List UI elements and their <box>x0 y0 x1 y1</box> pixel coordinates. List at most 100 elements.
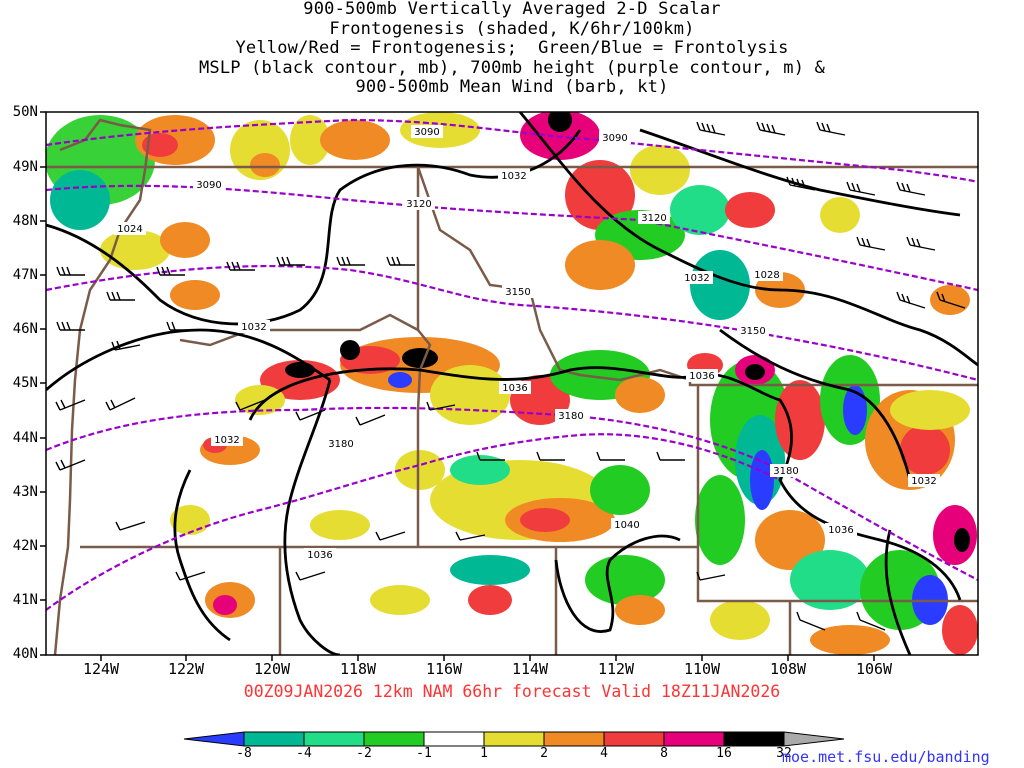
lon-label-120w: 120W <box>253 660 291 678</box>
colorbar-segment <box>603 731 665 747</box>
shade-blob <box>843 385 867 435</box>
lon-label-106w: 106W <box>855 660 893 678</box>
shade-blob <box>615 595 665 625</box>
lat-label-42n: 42N <box>12 538 38 554</box>
wind-barb <box>656 451 685 461</box>
lon-label-116w: 116W <box>425 660 463 678</box>
shade-blob <box>810 625 890 655</box>
colorbar-label: 32 <box>776 746 792 761</box>
axis-ticks <box>40 111 875 661</box>
wind-barb <box>295 409 326 421</box>
lat-label-43n: 43N <box>12 484 38 500</box>
mslp-labels: 1024 1032 1032 1032 1028 1036 1036 1032 … <box>114 169 940 561</box>
lat-label-49n: 49N <box>12 159 38 175</box>
wind-barb <box>906 236 936 251</box>
wind-barb <box>355 414 386 426</box>
mslp-label: 1036 <box>502 383 527 394</box>
wind-barb <box>816 121 846 136</box>
shade-blob <box>585 555 665 605</box>
wind-barb <box>105 397 136 411</box>
title-line-1: 900-500mb Vertically Averaged 2-D Scalar <box>303 0 721 19</box>
wind-barb <box>55 459 86 471</box>
wind-barb <box>226 261 255 271</box>
shade-blob <box>565 160 635 230</box>
mslp-label: 1036 <box>689 371 714 382</box>
height-label: 3090 <box>414 127 439 138</box>
mslp-label: 1032 <box>214 435 239 446</box>
shade-blob <box>630 145 690 195</box>
height-label: 3150 <box>505 287 530 298</box>
shade-blob <box>310 510 370 540</box>
colorbar-label: -8 <box>236 746 252 761</box>
shade-blob <box>520 508 570 532</box>
mslp-label: 1040 <box>614 520 639 531</box>
shade-blob <box>900 425 950 475</box>
wind-barb <box>896 291 926 309</box>
shade-blob <box>930 285 970 315</box>
wind-barb <box>786 176 816 191</box>
shade-blob <box>370 585 430 615</box>
mslp-contour <box>173 469 231 642</box>
wind-barb <box>455 531 486 541</box>
lon-label-108w: 108W <box>769 660 807 678</box>
shade-blob <box>775 380 825 460</box>
colorbar-segment <box>543 731 605 747</box>
shade-blob <box>750 450 774 510</box>
shade-blob <box>755 510 825 570</box>
wind-barb <box>175 571 206 581</box>
height-contour <box>46 118 978 184</box>
wind-barb <box>476 451 505 461</box>
shade-blob <box>213 595 237 615</box>
shade-blob <box>695 475 745 565</box>
shade-blob <box>285 362 315 378</box>
mslp-label: 1036 <box>828 525 853 536</box>
height-contour <box>46 264 978 382</box>
shade-blob <box>670 185 730 235</box>
shade-blob <box>395 450 445 490</box>
wind-barb <box>426 401 456 411</box>
colorbar-label: 8 <box>660 746 668 761</box>
wind-barb <box>536 451 565 461</box>
height-label: 3090 <box>602 133 627 144</box>
wind-barbs <box>55 121 966 631</box>
shade-blob <box>820 197 860 233</box>
lat-label-44n: 44N <box>12 430 38 446</box>
mslp-contour <box>719 328 912 481</box>
colorbar-label: 4 <box>600 746 608 761</box>
title-line-4: MSLP (black contour, mb), 700mb height (… <box>198 57 826 78</box>
shade-blob <box>725 192 775 228</box>
mslp-label: 1036 <box>307 550 332 561</box>
wind-barb <box>56 321 85 331</box>
lon-label-124w: 124W <box>82 660 120 678</box>
height-label: 3120 <box>641 213 666 224</box>
colorbar-label: 16 <box>716 746 732 761</box>
mslp-label: 1032 <box>911 476 936 487</box>
lon-label-118w: 118W <box>339 660 377 678</box>
shade-blob <box>548 112 572 132</box>
lat-label-50n: 50N <box>12 104 38 120</box>
shade-blob <box>160 222 210 258</box>
shade-blob <box>565 240 635 290</box>
credit-link[interactable]: moe.met.fsu.edu/banding <box>782 748 990 766</box>
lon-label-110w: 110W <box>683 660 721 678</box>
shade-blob <box>450 555 530 585</box>
shade-blob <box>590 465 650 515</box>
shade-blob <box>388 372 412 388</box>
shade-blob <box>954 528 970 552</box>
wind-barb <box>115 521 146 531</box>
colorbar <box>183 731 845 747</box>
wind-barb <box>856 611 886 631</box>
wind-barb <box>936 291 966 309</box>
mslp-label: 1024 <box>117 224 142 235</box>
lat-label-41n: 41N <box>12 592 38 608</box>
wind-barb <box>235 399 266 411</box>
lon-label-112w: 112W <box>597 660 635 678</box>
height-label: 3150 <box>740 326 765 337</box>
wind-barb <box>386 256 415 266</box>
wind-barb <box>106 291 135 301</box>
shade-blob <box>745 364 765 380</box>
shade-blob <box>290 115 330 165</box>
title-line-5: 900-500mb Mean Wind (barb, kt) <box>355 77 669 97</box>
wa-or-border <box>179 167 420 347</box>
